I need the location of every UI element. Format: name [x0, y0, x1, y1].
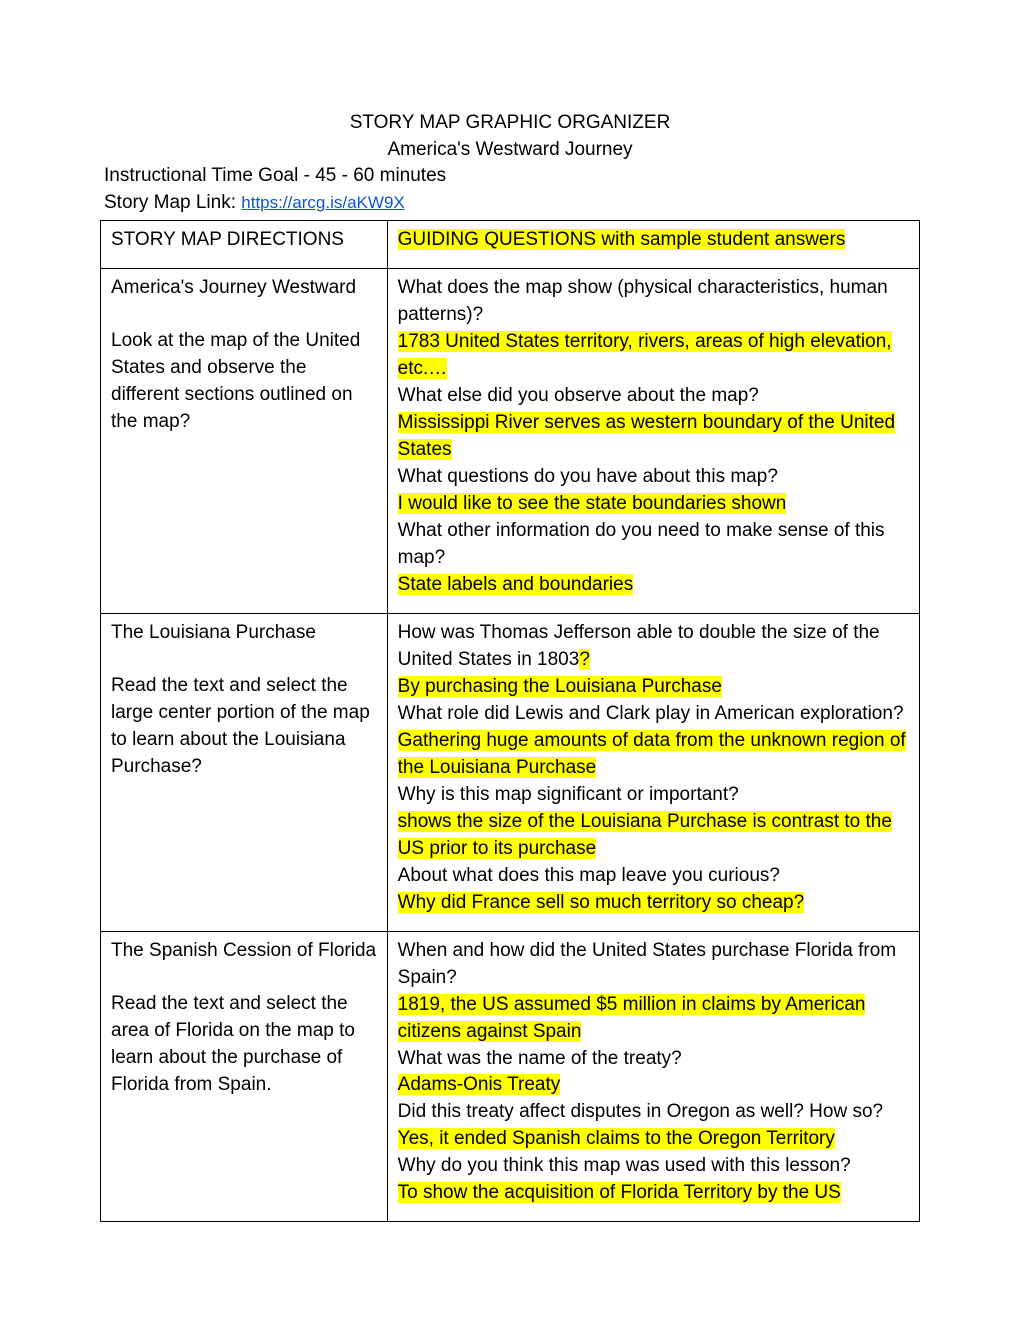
- question-trail-highlight: ?: [579, 649, 590, 670]
- question-text: What other information do you need to ma…: [398, 518, 909, 572]
- page-subtitle: America's Westward Journey: [100, 137, 920, 164]
- answer-highlight: By purchasing the Louisiana Purchase: [398, 676, 722, 697]
- answer-text: 1783 United States territory, rivers, ar…: [398, 329, 909, 383]
- question-text: About what does this map leave you curio…: [398, 863, 909, 890]
- answer-text: To show the acquisition of Florida Terri…: [398, 1180, 909, 1207]
- table-row: The Louisiana Purchase Read the text and …: [101, 613, 920, 931]
- answer-text: 1819, the US assumed $5 million in claim…: [398, 992, 909, 1046]
- answer-highlight: Yes, it ended Spanish claims to the Oreg…: [398, 1128, 835, 1149]
- questions-cell: What does the map show (physical charact…: [387, 269, 919, 614]
- directions-cell: The Spanish Cession of Florida Read the t…: [101, 931, 388, 1222]
- link-label: Story Map Link:: [104, 192, 241, 213]
- question-text: What was the name of the treaty?: [398, 1046, 909, 1073]
- answer-text: Mississippi River serves as western boun…: [398, 410, 909, 464]
- answer-highlight: I would like to see the state boundaries…: [398, 493, 787, 514]
- answer-text: Adams-Onis Treaty: [398, 1072, 909, 1099]
- answer-highlight: 1819, the US assumed $5 million in claim…: [398, 994, 866, 1042]
- answer-text: I would like to see the state boundaries…: [398, 491, 909, 518]
- direction-title: The Louisiana Purchase: [111, 620, 377, 647]
- direction-title: America's Journey Westward: [111, 275, 377, 302]
- question-text: Why is this map significant or important…: [398, 782, 909, 809]
- question-text: When and how did the United States purch…: [398, 938, 909, 992]
- direction-body: Read the text and select the area of Flo…: [111, 991, 377, 1099]
- directions-cell: America's Journey Westward Look at the ma…: [101, 269, 388, 614]
- col-header-directions: STORY MAP DIRECTIONS: [101, 221, 388, 269]
- spacer: [111, 302, 377, 328]
- answer-text: By purchasing the Louisiana Purchase: [398, 674, 909, 701]
- page-title: STORY MAP GRAPHIC ORGANIZER: [100, 110, 920, 137]
- answer-highlight: Why did France sell so much territory so…: [398, 892, 805, 913]
- questions-cell: When and how did the United States purch…: [387, 931, 919, 1222]
- direction-body: Read the text and select the large cente…: [111, 673, 377, 781]
- organizer-table: STORY MAP DIRECTIONS GUIDING QUESTIONS w…: [100, 220, 920, 1222]
- story-map-link[interactable]: https://arcg.is/aKW9X: [241, 193, 404, 212]
- col-header-questions: GUIDING QUESTIONS with sample student an…: [387, 221, 919, 269]
- document-page: STORY MAP GRAPHIC ORGANIZER America's We…: [0, 0, 1020, 1322]
- table-row: The Spanish Cession of Florida Read the t…: [101, 931, 920, 1222]
- spacer: [111, 965, 377, 991]
- direction-body: Look at the map of the United States and…: [111, 328, 377, 436]
- question-text: What questions do you have about this ma…: [398, 464, 909, 491]
- answer-highlight: Adams-Onis Treaty: [398, 1074, 561, 1095]
- question-text: What role did Lewis and Clark play in Am…: [398, 701, 909, 728]
- question-text: What else did you observe about the map?: [398, 383, 909, 410]
- question-text: What does the map show (physical charact…: [398, 275, 909, 329]
- table-header-row: STORY MAP DIRECTIONS GUIDING QUESTIONS w…: [101, 221, 920, 269]
- question-text: Did this treaty affect disputes in Orego…: [398, 1099, 909, 1126]
- answer-text: shows the size of the Louisiana Purchase…: [398, 809, 909, 863]
- answer-text: State labels and boundaries: [398, 572, 909, 599]
- answer-highlight: Mississippi River serves as western boun…: [398, 412, 895, 460]
- story-map-link-line: Story Map Link: https://arcg.is/aKW9X: [104, 190, 920, 217]
- question-main: How was Thomas Jefferson able to double …: [398, 622, 880, 670]
- answer-text: Gathering huge amounts of data from the …: [398, 728, 909, 782]
- table-row: America's Journey Westward Look at the ma…: [101, 269, 920, 614]
- answer-highlight: Gathering huge amounts of data from the …: [398, 730, 906, 778]
- spacer: [111, 647, 377, 673]
- question-text: How was Thomas Jefferson able to double …: [398, 620, 909, 674]
- answer-text: Why did France sell so much territory so…: [398, 890, 909, 917]
- answer-highlight: State labels and boundaries: [398, 574, 634, 595]
- questions-cell: How was Thomas Jefferson able to double …: [387, 613, 919, 931]
- time-goal: Instructional Time Goal - 45 - 60 minute…: [104, 163, 920, 190]
- answer-highlight: 1783 United States territory, rivers, ar…: [398, 331, 892, 379]
- question-text: Why do you think this map was used with …: [398, 1153, 909, 1180]
- answer-highlight: To show the acquisition of Florida Terri…: [398, 1182, 841, 1203]
- directions-cell: The Louisiana Purchase Read the text and …: [101, 613, 388, 931]
- answer-text: Yes, it ended Spanish claims to the Oreg…: [398, 1126, 909, 1153]
- direction-title: The Spanish Cession of Florida: [111, 938, 377, 965]
- col-header-questions-text: GUIDING QUESTIONS with sample student an…: [398, 229, 846, 250]
- answer-highlight: shows the size of the Louisiana Purchase…: [398, 811, 892, 859]
